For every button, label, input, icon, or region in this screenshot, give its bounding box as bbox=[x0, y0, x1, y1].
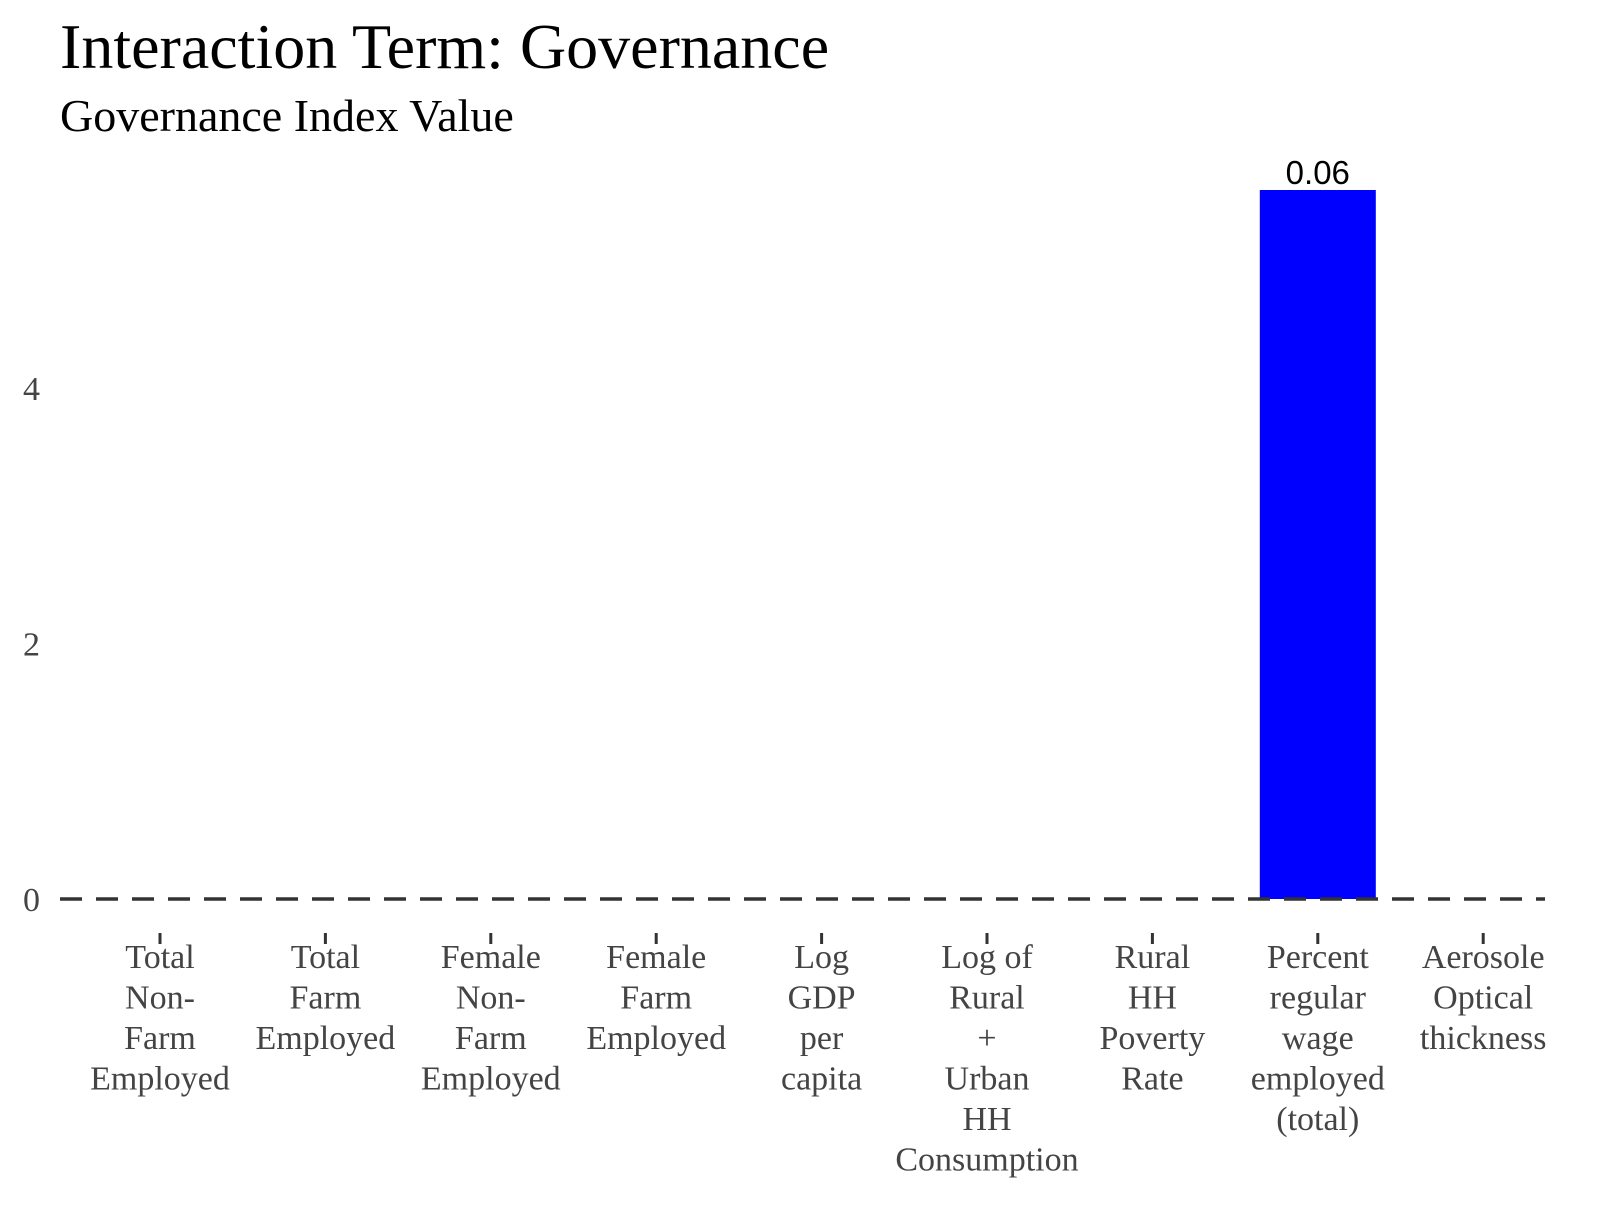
x-tick-label: Log of Rural + Urban HH Consumption bbox=[895, 939, 1078, 1179]
chart-subtitle: Governance Index Value bbox=[60, 90, 514, 141]
x-tick-label: Log GDP per capita bbox=[781, 939, 862, 1098]
bar bbox=[1259, 190, 1376, 899]
data-label: 0.06 bbox=[1286, 154, 1350, 191]
x-tick-label: Percent regular wage employed (total) bbox=[1251, 939, 1385, 1138]
chart-title: Interaction Term: Governance bbox=[60, 11, 829, 82]
x-tick-label: Female Non-Farm Employed bbox=[421, 939, 561, 1098]
x-tick-label: Rural HH Poverty Rate bbox=[1100, 939, 1206, 1098]
y-tick-label: 2 bbox=[23, 627, 40, 664]
y-tick-label: 4 bbox=[23, 371, 40, 408]
x-tick-label: Aerosole Optical thickness bbox=[1420, 939, 1547, 1057]
x-tick-label: Female Farm Employed bbox=[586, 939, 726, 1057]
y-tick-label: 0 bbox=[23, 882, 40, 919]
x-tick-label: Total Farm Employed bbox=[256, 939, 396, 1057]
x-tick-label: Total Non-Farm Employed bbox=[90, 939, 230, 1098]
